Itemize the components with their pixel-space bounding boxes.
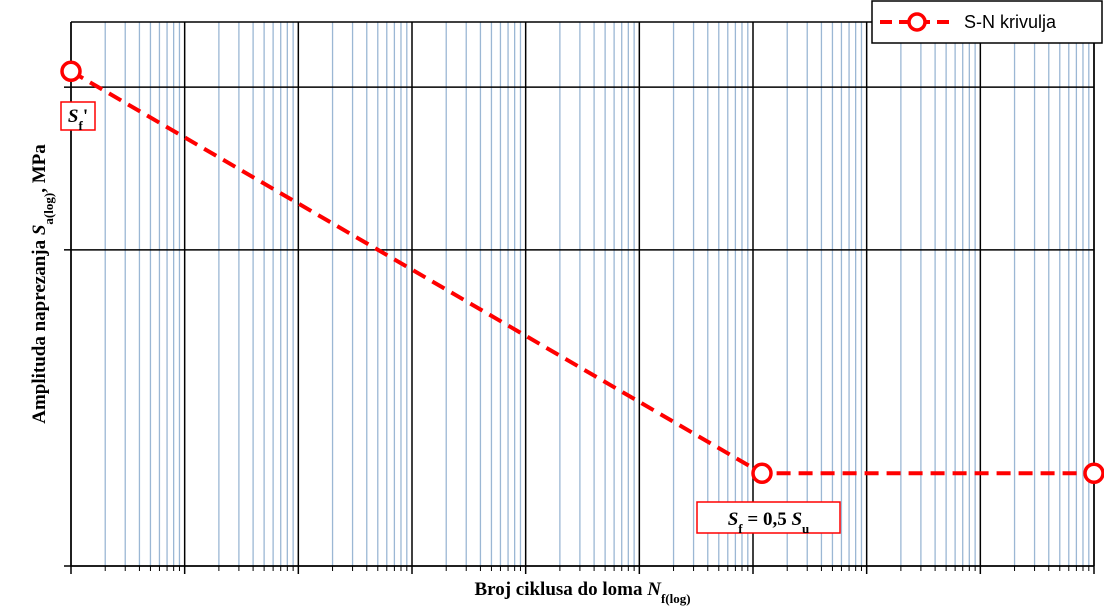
legend-box — [871, 0, 1103, 44]
legend-marker — [907, 12, 927, 32]
point-marker — [60, 60, 82, 83]
label-part: f — [738, 521, 743, 536]
label-part: = 0,5 — [743, 509, 792, 530]
label-part: a(log) — [41, 193, 56, 225]
label-part: Amplituda naprezanja — [29, 235, 50, 424]
annotation-box — [60, 101, 96, 131]
label-part: f — [78, 118, 83, 133]
legend: S-N krivulja — [871, 0, 1103, 44]
label-part: Broj ciklusa do loma — [474, 579, 647, 600]
label-part: N — [646, 579, 662, 600]
series-line — [69, 69, 1094, 476]
label-part: S — [791, 509, 802, 530]
point-marker — [751, 462, 773, 485]
label-part: , MPa — [29, 144, 50, 193]
label-part: S — [68, 106, 79, 127]
y-axis-label: Amplituda naprezanja Sa(log), MPa — [29, 144, 56, 424]
annotation-box — [696, 501, 841, 534]
x-axis-label: Broj ciklusa do loma Nf(log) — [474, 579, 690, 606]
legend-label: S-N krivulja — [964, 12, 1057, 32]
label-part: ' — [83, 106, 88, 127]
label-part: u — [802, 521, 809, 536]
label-part: S — [29, 225, 50, 236]
point-marker — [1083, 462, 1104, 485]
annotation: Sf = 0,5 Su — [728, 509, 810, 536]
label-part: f(log) — [661, 591, 691, 606]
label-part: S — [728, 509, 739, 530]
annotation: Sf' — [68, 106, 88, 133]
